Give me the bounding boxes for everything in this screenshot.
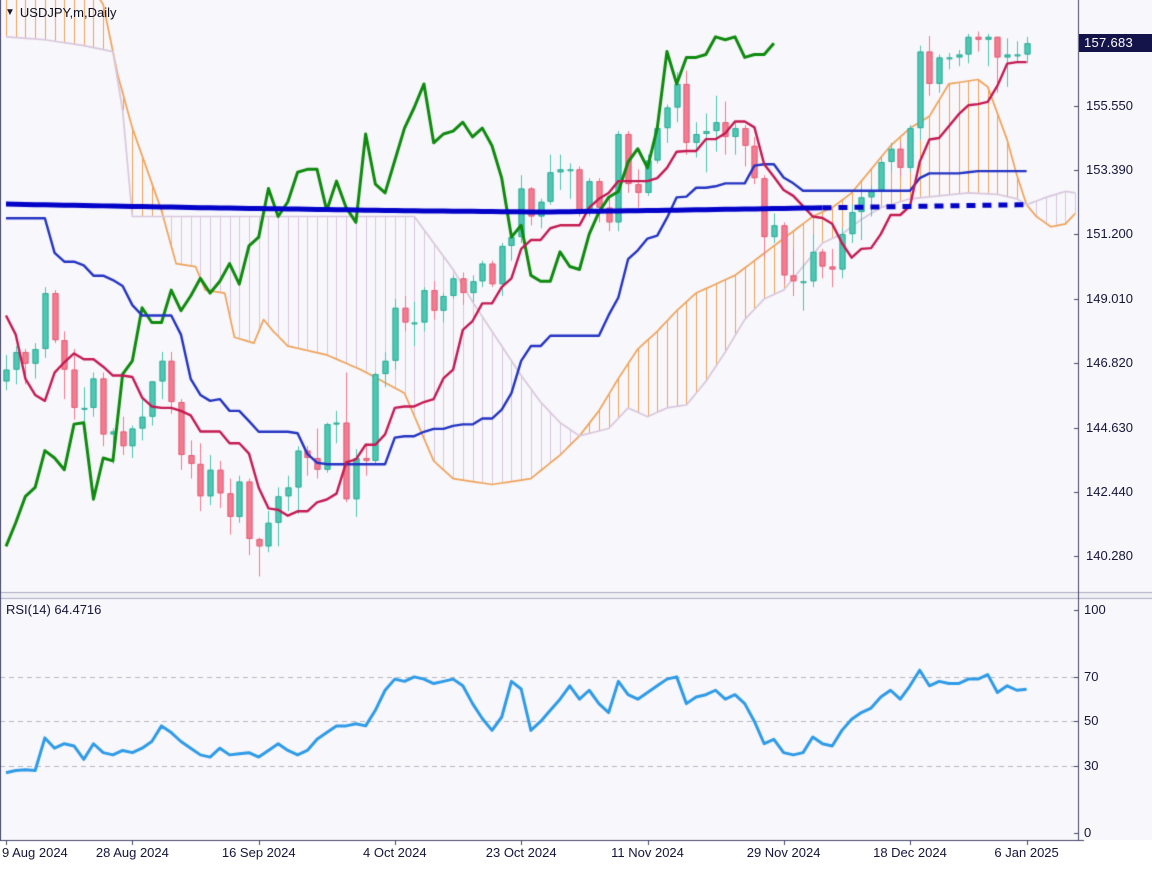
date-tick-label: 23 Oct 2024: [485, 845, 557, 860]
current-price-badge: 157.683: [1079, 34, 1152, 52]
price-tick-label: 146.820: [1086, 355, 1133, 371]
date-tick-label: 9 Aug 2024: [2, 845, 68, 860]
date-tick-label: 16 Sep 2024: [221, 845, 296, 860]
rsi-tick-label: 50: [1084, 713, 1099, 729]
price-tick-label: 140.280: [1086, 547, 1133, 563]
symbol-label[interactable]: ▼ USDJPY,m,Daily: [5, 5, 116, 20]
date-tick-label: 11 Nov 2024: [611, 845, 684, 860]
price-tick-label: 142.440: [1086, 484, 1133, 500]
rsi-tick-label: 100: [1084, 602, 1106, 618]
rsi-tick-label: 0: [1084, 824, 1092, 840]
rsi-tick-label: 30: [1084, 758, 1099, 774]
date-tick-label: 18 Dec 2024: [873, 845, 947, 860]
rsi-tick-label: 70: [1084, 668, 1099, 684]
date-tick-label: 4 Oct 2024: [362, 845, 427, 860]
price-tick-label: 151.200: [1086, 226, 1133, 242]
price-tick-label: 155.550: [1086, 98, 1133, 114]
symbol-label-text: USDJPY,m,Daily: [19, 5, 117, 20]
price-tick-label: 144.630: [1086, 419, 1133, 435]
date-tick-label: 29 Nov 2024: [746, 845, 821, 860]
chart-menu-arrow-icon[interactable]: ▼: [5, 7, 15, 18]
date-tick-label: 28 Aug 2024: [95, 845, 169, 860]
date-tick-label: 6 Jan 2025: [994, 845, 1059, 860]
rsi-indicator-label: RSI(14) 64.4716: [6, 602, 102, 617]
price-tick-label: 153.390: [1086, 161, 1133, 177]
price-tick-label: 149.010: [1086, 290, 1133, 306]
